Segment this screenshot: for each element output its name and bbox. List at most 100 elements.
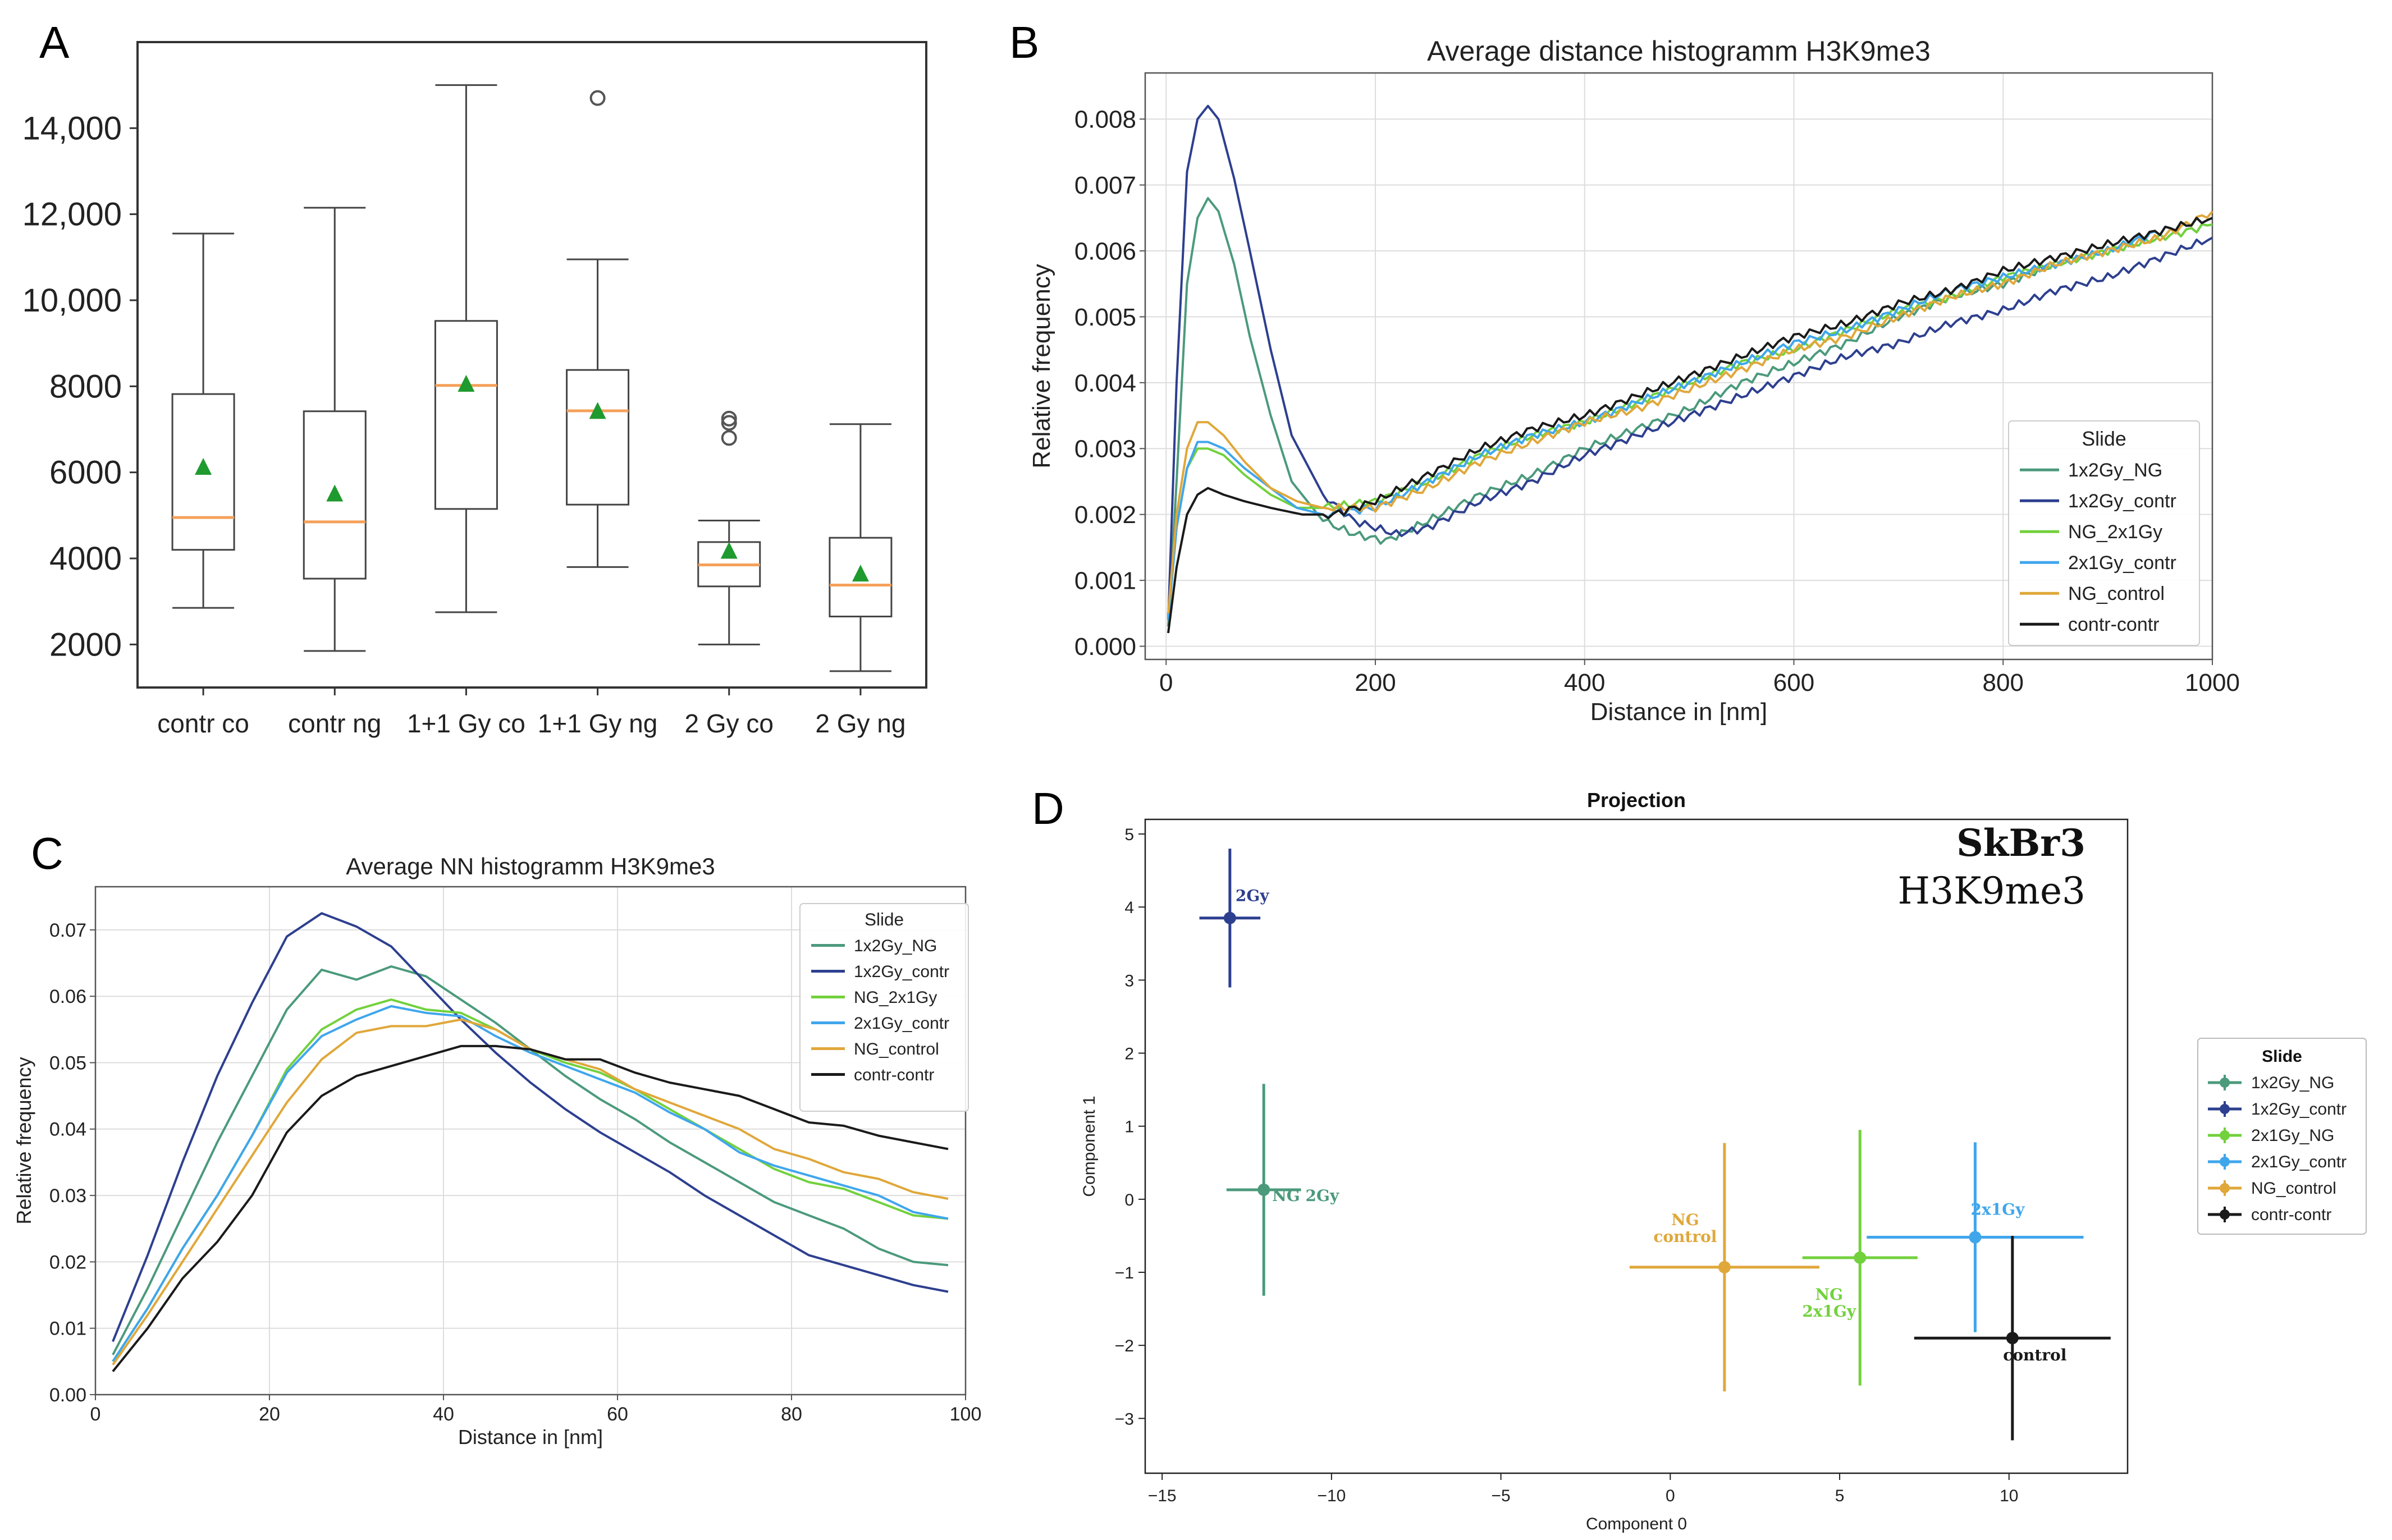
y-tick-label: 0.005 xyxy=(1074,304,1136,331)
x-tick-label: 2 Gy co xyxy=(684,709,774,738)
series-line-2x1Gy_contr xyxy=(112,1005,949,1362)
point-label: 2x1Gy xyxy=(1802,1302,1856,1321)
legend-swatch-marker xyxy=(2220,1157,2230,1167)
y-tick-label: −2 xyxy=(1115,1337,1134,1355)
y-tick-label: 0.04 xyxy=(49,1119,86,1140)
x-tick-label: −10 xyxy=(1317,1487,1346,1505)
x-tick-label: −5 xyxy=(1492,1487,1511,1505)
y-tick-label: 0.004 xyxy=(1074,369,1136,397)
point-label: control xyxy=(2003,1346,2066,1364)
x-axis-label: Distance in [nm] xyxy=(458,1426,603,1449)
y-tick-label: 0.000 xyxy=(1074,633,1136,661)
legend-box xyxy=(2008,420,2200,646)
x-tick-label: 60 xyxy=(607,1404,628,1425)
legend-box xyxy=(799,903,969,1112)
series-line-1x2Gy_contr xyxy=(112,912,949,1342)
y-tick-label: 5 xyxy=(1124,826,1134,844)
legend-swatch-marker xyxy=(2220,1183,2230,1193)
x-tick-label: 40 xyxy=(433,1404,454,1425)
legend-swatch-marker xyxy=(2220,1078,2230,1088)
panel-letter-a: A xyxy=(39,17,70,67)
y-tick-label: 0.01 xyxy=(49,1318,86,1340)
point-marker-NG_control xyxy=(1718,1261,1731,1273)
box-mean-marker xyxy=(195,458,212,475)
y-tick-label: 8000 xyxy=(49,368,122,405)
panel-letter-b: B xyxy=(1009,17,1040,67)
box-body xyxy=(434,320,498,510)
y-tick-label: 14,000 xyxy=(22,110,122,146)
series-line-contr-contr xyxy=(1167,217,2213,634)
legend-swatch-marker xyxy=(2220,1104,2230,1114)
x-tick-label: 200 xyxy=(1355,669,1396,696)
y-tick-label: 0.02 xyxy=(49,1252,86,1273)
box-mean-marker xyxy=(720,542,738,559)
y-axis-label: Relative frequency xyxy=(12,1057,35,1224)
point-marker-1x2Gy_NG xyxy=(1257,1183,1270,1196)
y-tick-label: 3 xyxy=(1124,971,1134,990)
point-label: 2x1Gy xyxy=(1971,1200,2025,1219)
chart-title: Average distance histogramm H3K9me3 xyxy=(1427,35,1931,67)
series-line-1x2Gy_contr xyxy=(1167,104,2213,620)
y-tick-label: 0.001 xyxy=(1074,567,1136,595)
distance-histogram-chart: 0 200 400 600 800 1000 0.000 0.001 0.002 0.003 0.0… xyxy=(1028,35,2240,726)
x-tick-label: 800 xyxy=(1983,669,2024,696)
box-mean-marker xyxy=(458,375,475,392)
point-label: NG 2Gy xyxy=(1272,1186,1339,1205)
x-tick-label: 5 xyxy=(1835,1487,1845,1505)
panel-letter-d: D xyxy=(1032,783,1064,833)
y-tick-label: 0.00 xyxy=(49,1385,86,1406)
box-body xyxy=(566,369,630,506)
x-tick-label: contr co xyxy=(157,709,249,738)
box-mean-marker xyxy=(589,402,606,419)
legend-swatch-marker xyxy=(2220,1209,2230,1220)
panel-letter-c: C xyxy=(31,828,63,878)
y-tick-label: 0.05 xyxy=(49,1052,86,1074)
legend-label: 2x1Gy_contr xyxy=(2251,1153,2347,1171)
legend-label: NG_control xyxy=(854,1040,939,1058)
x-tick-label: 10 xyxy=(2000,1487,2018,1505)
x-tick-label: −15 xyxy=(1148,1487,1177,1505)
legend-label: NG_2x1Gy xyxy=(2068,521,2162,543)
legend-label: NG_2x1Gy xyxy=(854,988,937,1007)
legend-label: 1x2Gy_contr xyxy=(2251,1100,2347,1119)
y-tick-label: 4 xyxy=(1124,899,1134,917)
y-tick-label: −1 xyxy=(1115,1264,1134,1282)
box-flier xyxy=(589,90,606,106)
point-label: 2Gy xyxy=(1236,887,1269,905)
plot-frame xyxy=(94,886,967,1396)
legend-label: contr-contr xyxy=(2068,614,2160,635)
y-tick-label: 0.003 xyxy=(1074,436,1136,463)
box-mean-marker xyxy=(852,565,869,582)
y-tick-label: 0.008 xyxy=(1074,106,1136,134)
point-label: NG xyxy=(1671,1211,1699,1229)
legend-label: 1x2Gy_NG xyxy=(854,937,937,955)
point-marker-contr-contr xyxy=(2006,1332,2019,1345)
legend-label: 2x1Gy_NG xyxy=(2251,1126,2334,1145)
y-axis-label: Component 1 xyxy=(1080,1096,1099,1197)
y-tick-label: 0.006 xyxy=(1074,237,1136,265)
legend-label: contr-contr xyxy=(2251,1206,2331,1224)
x-tick-label: 1+1 Gy ng xyxy=(538,709,658,738)
legend-title: Slide xyxy=(2082,428,2126,450)
x-tick-label: 400 xyxy=(1564,669,1605,696)
chart-title: Average NN histogramm H3K9me3 xyxy=(346,853,715,879)
y-tick-label: 0 xyxy=(1124,1191,1134,1209)
box-flier xyxy=(721,415,737,431)
x-tick-label: 1+1 Gy co xyxy=(407,709,525,738)
plot-frame xyxy=(1144,72,2213,661)
y-tick-label: 2 xyxy=(1124,1045,1134,1064)
y-tick-label: 0.07 xyxy=(49,920,86,941)
plot-frame xyxy=(1144,818,2129,1474)
x-tick-label: 2 Gy ng xyxy=(815,709,905,738)
legend-label: 1x2Gy_contr xyxy=(854,962,949,981)
x-tick-label: contr ng xyxy=(288,709,381,738)
heading-cell-line: SkBr3 xyxy=(1956,821,2085,865)
y-tick-label: 0.03 xyxy=(49,1185,86,1207)
series-line-contr-contr xyxy=(112,1044,949,1372)
x-axis-label: Component 0 xyxy=(1586,1515,1687,1533)
legend-label: 2x1Gy_contr xyxy=(2068,552,2176,574)
legend-label: 1x2Gy_contr xyxy=(2068,491,2176,512)
y-tick-label: −3 xyxy=(1115,1410,1134,1428)
point-marker-2x1Gy_NG xyxy=(1854,1252,1867,1264)
point-marker-2x1Gy_contr xyxy=(1969,1231,1982,1244)
